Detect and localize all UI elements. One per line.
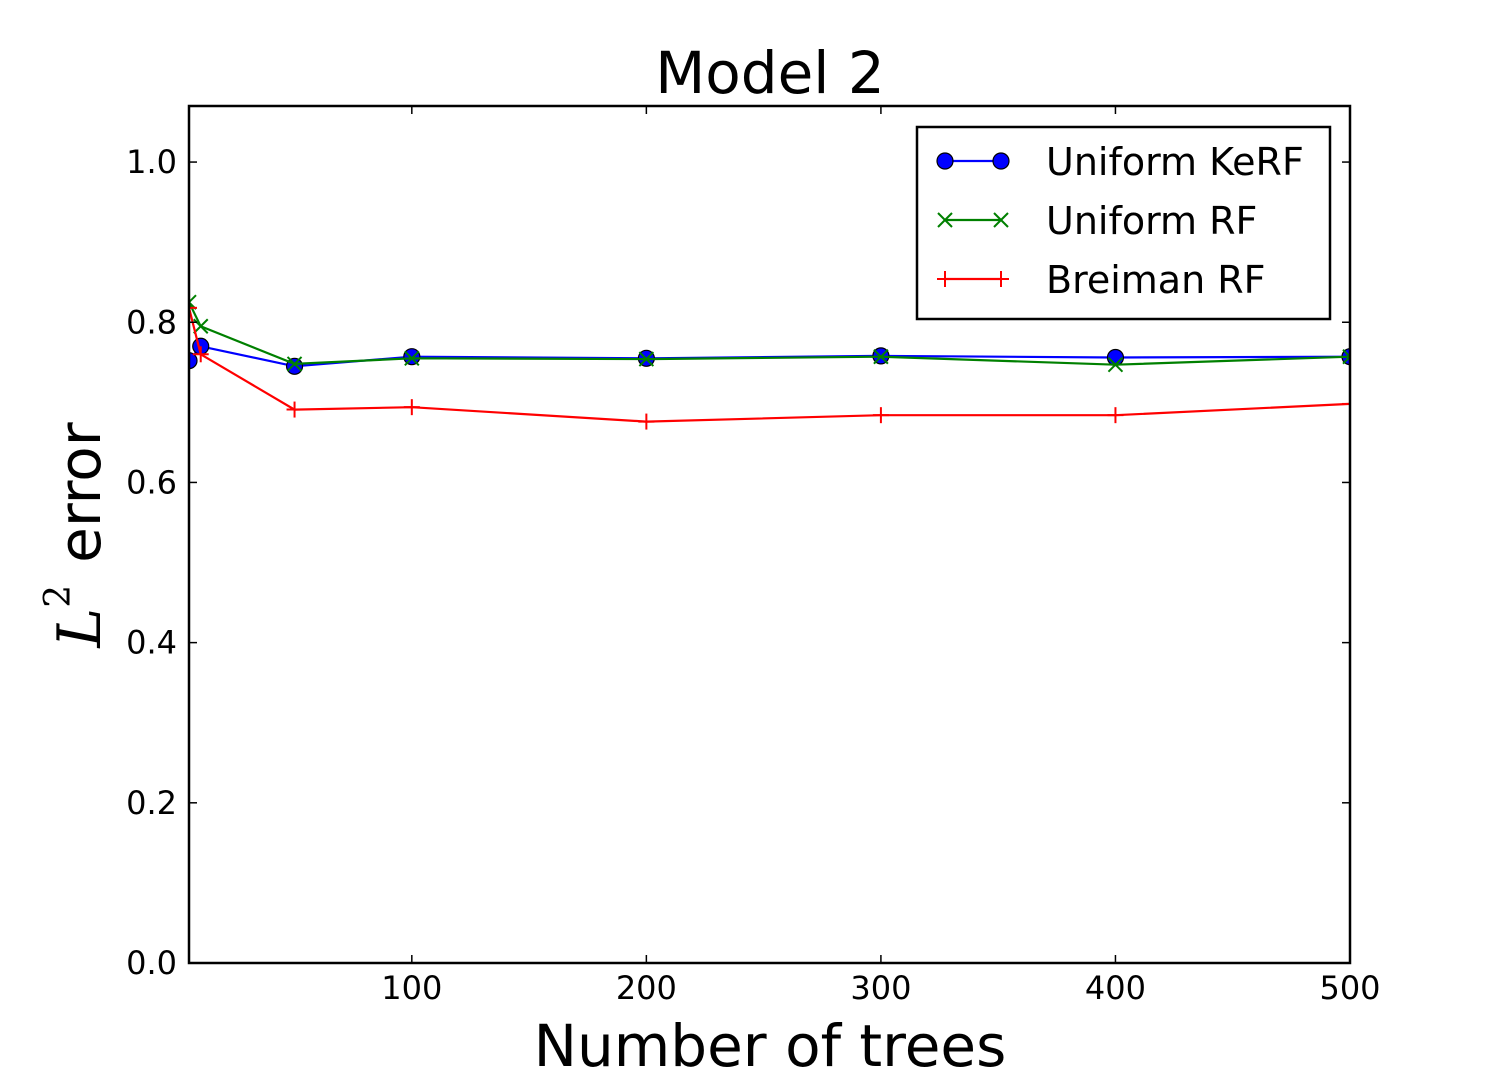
legend-box — [915, 125, 1332, 321]
y-axis-label-text: error — [46, 422, 114, 563]
legend-marker-start-1 — [937, 212, 953, 228]
series-0 — [189, 337, 1350, 375]
legend-marker-end-2 — [993, 271, 1009, 287]
legend-marker-end-1-stroke-2 — [993, 212, 1009, 228]
y-axis-label-superscript: 2 — [38, 585, 79, 608]
series-2-point-4 — [638, 413, 655, 430]
series-2-point-5 — [872, 407, 889, 424]
legend-item-2: Breiman RF — [937, 258, 1266, 302]
svg-text:L2error: L2 error — [38, 422, 115, 648]
y-axis-label-symbol: L — [45, 608, 115, 649]
chart-title: Model 2 — [655, 39, 884, 107]
series-1-point-4 — [638, 351, 655, 367]
series-0-point-0 — [189, 352, 198, 370]
legend-marker-end-1 — [993, 212, 1009, 228]
series-2-point-2 — [286, 401, 303, 418]
series-1-point-1-stroke-2 — [193, 318, 209, 334]
series-1-point-5-stroke-2 — [873, 348, 889, 365]
series-2-point-6 — [1107, 407, 1124, 424]
y-tick-label-4: 0.8 — [126, 303, 177, 341]
x-tick-label-2: 300 — [850, 969, 911, 1007]
y-tick-label-1: 0.2 — [126, 784, 177, 822]
series-2-point-3 — [403, 399, 420, 416]
y-tick-label-3: 0.6 — [126, 463, 177, 501]
series-1-point-4-stroke-2 — [638, 351, 655, 367]
series-1-point-3-stroke-2 — [404, 350, 420, 367]
x-tick-label-3: 400 — [1085, 969, 1146, 1007]
series-1-line — [189, 301, 1350, 366]
legend-label-0: Uniform KeRF — [1046, 140, 1304, 184]
legend-marker-start-2 — [937, 271, 953, 287]
y-tick-label-2: 0.4 — [126, 624, 177, 662]
series-0-point-3 — [403, 348, 421, 366]
series-1-point-6 — [1107, 356, 1124, 373]
y-tick-label-0: 0.0 — [126, 944, 177, 982]
legend-marker-start-1-stroke-2 — [937, 212, 953, 228]
legend-items: Uniform KeRF Uniform RF Breiman RF — [936, 140, 1304, 302]
series-1-point-5 — [873, 348, 889, 365]
y-tick-label-5: 1.0 — [126, 143, 177, 181]
x-tick-label-4: 500 — [1319, 969, 1380, 1007]
ticks-layer: 100 200 300 400 500 0.0 0.2 0.4 0.6 0.8 1.0 — [126, 106, 1381, 1007]
y-axis-label: L2 error — [38, 422, 115, 648]
plot-frame — [187, 104, 1352, 965]
legend-label-2: Breiman RF — [1046, 258, 1266, 302]
legend-label-1: Uniform RF — [1046, 199, 1257, 243]
series-1-point-0-stroke-2 — [189, 294, 197, 304]
series-2-point-0 — [189, 299, 197, 316]
series-1 — [189, 294, 1350, 373]
x-tick-label-0: 100 — [381, 969, 442, 1007]
legend-marker-end-0 — [992, 152, 1010, 170]
series-1-point-7-stroke-2 — [1342, 355, 1350, 365]
series-2-point-1 — [192, 346, 209, 363]
series-0-point-6 — [1106, 348, 1125, 367]
x-tick-label-1: 200 — [616, 969, 677, 1007]
series-1-point-7 — [1342, 348, 1350, 365]
series-2 — [189, 299, 1350, 430]
x-axis-label: Number of trees — [534, 1012, 1007, 1070]
series-1-point-7-stroke-1 — [1342, 348, 1350, 359]
legend: Uniform KeRF Uniform RF Breiman RF — [915, 125, 1332, 321]
series-1-point-2-stroke-2 — [286, 356, 303, 372]
series-1-point-3 — [404, 350, 420, 367]
legend-item-0: Uniform KeRF — [936, 140, 1304, 184]
legend-item-1: Uniform RF — [937, 199, 1257, 243]
series-2-line — [189, 307, 1350, 423]
series-1-point-6-stroke-2 — [1107, 356, 1124, 373]
legend-marker-start-0 — [936, 152, 954, 170]
series-0-line — [189, 345, 1350, 368]
series-1-point-2 — [286, 356, 303, 372]
series-2-point-7 — [1342, 395, 1350, 412]
series-layer — [189, 294, 1350, 430]
